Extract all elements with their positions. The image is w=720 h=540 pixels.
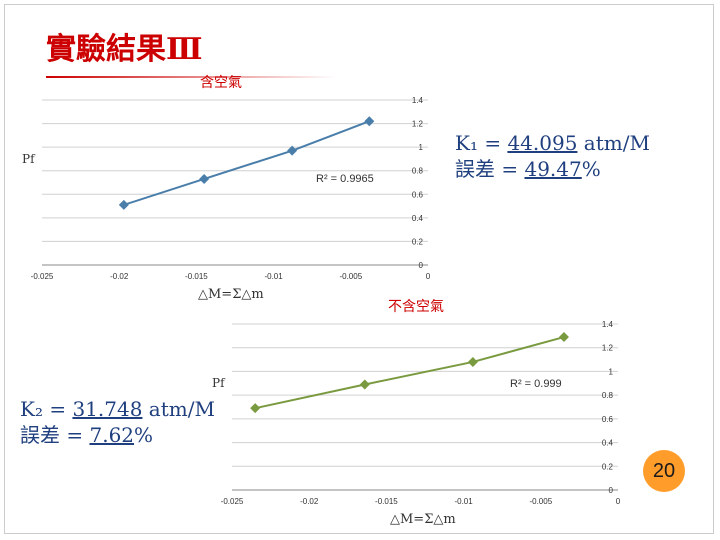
chart1-title: 含空氣 bbox=[200, 75, 242, 91]
chart2-ytick-label: 0 bbox=[609, 486, 614, 495]
chart2-ytick-label: 1 bbox=[609, 367, 614, 376]
chart2-data-point bbox=[558, 332, 569, 343]
chart1-data-point bbox=[199, 173, 210, 184]
chart1-xlabel: △M=Σ△m bbox=[198, 287, 264, 302]
chart1-xtick-label: -0.015 bbox=[185, 272, 208, 281]
chart2-k-value: 31.748 bbox=[72, 397, 143, 421]
chart1-ytick-label: 1 bbox=[419, 143, 424, 152]
chart2-ytick-label: 0.6 bbox=[602, 415, 614, 424]
chart2-xtick-label: 0 bbox=[616, 497, 621, 506]
chart1-data-point bbox=[287, 145, 298, 156]
chart1-ylabel: Pf bbox=[22, 152, 35, 166]
chart1-xtick-label: -0.01 bbox=[264, 272, 283, 281]
chart1-err-value: 49.47 bbox=[524, 157, 582, 181]
chart2-title: 不含空氣 bbox=[388, 299, 444, 315]
chart2-ytick-label: 1.2 bbox=[602, 344, 614, 353]
chart2-data-point bbox=[359, 379, 370, 390]
chart1-ytick-label: 1.4 bbox=[412, 96, 424, 105]
page-number-badge: 20 bbox=[643, 450, 685, 492]
chart2-data-point bbox=[250, 403, 261, 414]
chart1-ytick-label: 1.2 bbox=[412, 120, 424, 129]
chart2-series-line bbox=[254, 336, 565, 410]
chart1-r-squared: R² = 0.9965 bbox=[316, 173, 374, 185]
chart2-ylabel: Pf bbox=[212, 376, 225, 390]
chart1-err-line: 誤差 = 49.47% bbox=[455, 157, 601, 181]
slide-border bbox=[4, 4, 714, 534]
chart2-xtick-label: -0.02 bbox=[300, 497, 319, 506]
title-underline bbox=[46, 76, 336, 78]
chart2-xtick-label: -0.01 bbox=[454, 497, 473, 506]
chart1-xtick-label: -0.02 bbox=[110, 272, 129, 281]
slide-title: 實驗結果Ⅲ bbox=[46, 24, 336, 78]
chart2-err-line: 誤差 = 7.62% bbox=[20, 423, 154, 447]
chart1-ytick-label: 0.2 bbox=[412, 237, 424, 246]
chart2-xtick-label: -0.015 bbox=[375, 497, 398, 506]
chart1-ytick-label: 0 bbox=[419, 261, 424, 270]
chart2-ytick-label: 0.2 bbox=[602, 462, 614, 471]
chart1-k-annotation: K₁ = 44.095 atm/M 誤差 = 49.47% bbox=[455, 130, 650, 182]
chart2-ytick-label: 0.8 bbox=[602, 391, 614, 400]
chart1-xtick-label: -0.005 bbox=[339, 272, 362, 281]
chart1-xtick-label: 0 bbox=[426, 272, 431, 281]
chart2-xlabel: △M=Σ△m bbox=[390, 512, 456, 527]
chart2-ytick-label: 1.4 bbox=[602, 320, 614, 329]
chart1-k-value: 44.095 bbox=[507, 131, 578, 155]
chart2-data-point bbox=[467, 356, 478, 367]
chart2-r-squared: R² = 0.999 bbox=[510, 378, 562, 390]
chart1-k-line: K₁ = 44.095 atm/M bbox=[455, 131, 650, 155]
chart1-data-point bbox=[364, 116, 375, 127]
chart2-k-line: K₂ = 31.748 atm/M bbox=[20, 397, 215, 421]
chart2-xtick-label: -0.005 bbox=[529, 497, 552, 506]
chart1-ytick-label: 0.8 bbox=[412, 167, 424, 176]
chart2-ytick-label: 0.4 bbox=[602, 439, 614, 448]
chart1-ytick-label: 0.4 bbox=[412, 214, 424, 223]
chart2-xtick-label: -0.025 bbox=[221, 497, 244, 506]
chart1-xtick-label: -0.025 bbox=[31, 272, 54, 281]
chart2-k-annotation: K₂ = 31.748 atm/M 誤差 = 7.62% bbox=[20, 396, 215, 448]
chart1-series-line bbox=[123, 120, 370, 206]
chart1-data-point bbox=[118, 199, 129, 210]
chart1-ytick-label: 0.6 bbox=[412, 190, 424, 199]
chart2-err-value: 7.62 bbox=[89, 423, 135, 447]
